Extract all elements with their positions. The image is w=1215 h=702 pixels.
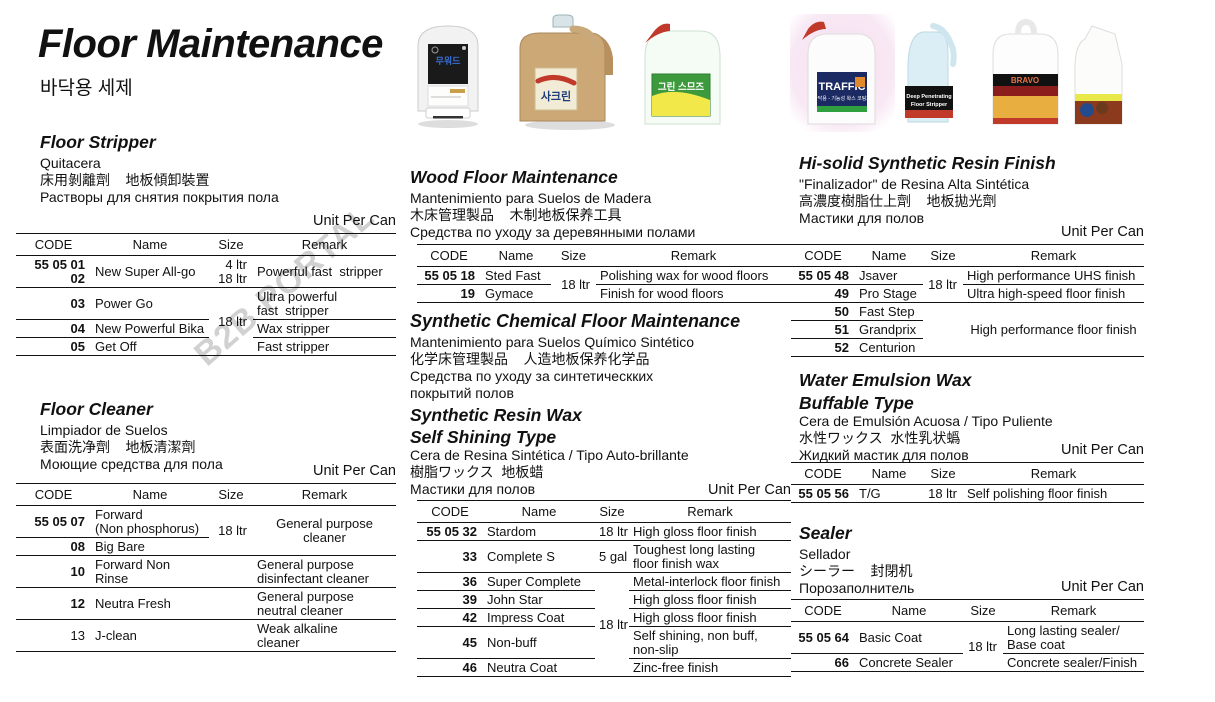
svg-text:바닥용 - 기능성 왁스 코팅제: 바닥용 - 기능성 왁스 코팅제	[813, 95, 871, 102]
svg-text:무워드: 무워드	[436, 55, 462, 66]
svg-text:사크린: 사크린	[541, 89, 571, 103]
svg-text:BRAVO: BRAVO	[1011, 76, 1039, 85]
svg-text:Deep Penetrating: Deep Penetrating	[906, 94, 951, 100]
svg-text:Floor Stripper: Floor Stripper	[911, 102, 948, 108]
svg-text:그린 스므즈: 그린 스므즈	[658, 81, 705, 93]
